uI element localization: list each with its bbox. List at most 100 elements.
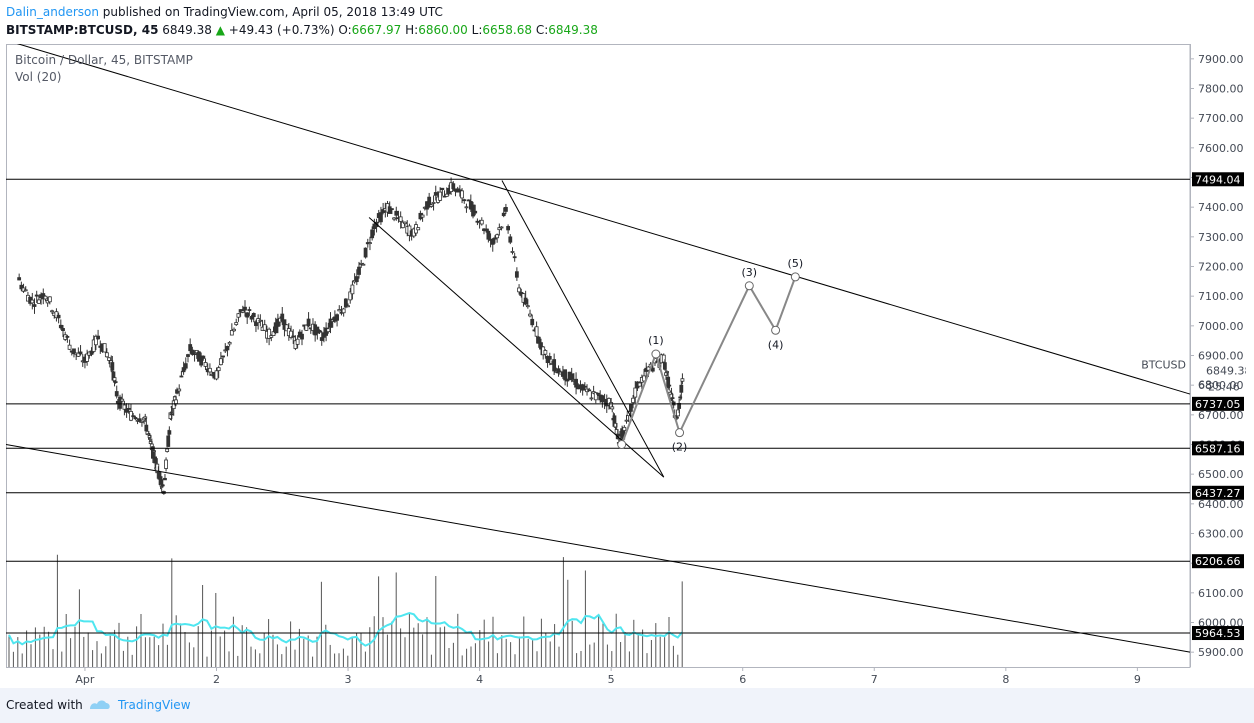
symbol-text: BITSTAMP:BTCUSD, 45: [6, 23, 159, 37]
low-value: 6658.68: [482, 23, 532, 37]
candle-body: [229, 330, 234, 336]
candle-body: [363, 247, 368, 258]
candle-body: [192, 353, 197, 356]
candle-body: [262, 324, 267, 331]
candle-body: [438, 191, 443, 201]
wave-point: [675, 428, 685, 438]
candle-body: [67, 344, 72, 350]
candle-body: [501, 212, 506, 217]
tradingview-logo-icon: [90, 700, 110, 709]
wave-point: [771, 325, 781, 335]
candle-body: [190, 349, 195, 355]
candle-body: [107, 357, 111, 361]
candle-body: [153, 456, 157, 464]
candle-body: [576, 385, 581, 390]
candle-body: [464, 206, 469, 209]
candle-body: [177, 388, 182, 392]
candle-body: [622, 426, 627, 431]
candle-body: [175, 389, 179, 394]
candle-body: [122, 404, 127, 410]
candle-body: [249, 316, 254, 320]
wave-path: [620, 276, 797, 445]
tradingview-link[interactable]: TradingView: [118, 698, 191, 712]
candle-body: [65, 335, 70, 338]
candle-body: [50, 310, 54, 313]
candle-body: [151, 446, 155, 459]
footer-bar: Created with TradingView: [0, 688, 1254, 723]
trendline: [16, 44, 1191, 395]
trendline: [6, 444, 1191, 653]
quote-line: BITSTAMP:BTCUSD, 45 6849.38 ▲ +49.43 (+0…: [6, 21, 1246, 39]
y-tick-label: 6700.00: [1198, 409, 1244, 422]
y-tick-label: 5900.00: [1198, 646, 1244, 659]
candle-body: [140, 420, 144, 423]
author-link[interactable]: Dalin_anderson: [6, 5, 99, 19]
trendline: [368, 217, 665, 478]
close-value: 6849.38: [548, 23, 598, 37]
change-text: +49.43 (+0.73%): [228, 23, 335, 37]
candle-body: [670, 397, 675, 400]
chart-area[interactable]: 5900.006000.006100.006200.006300.006400.…: [6, 44, 1246, 688]
candle-body: [514, 271, 519, 278]
candle-body: [273, 322, 278, 334]
candle-body: [517, 287, 521, 293]
level-tag: [1192, 172, 1244, 187]
candle-body: [528, 313, 532, 317]
candle-body: [89, 350, 94, 355]
candle-body: [243, 306, 247, 311]
x-tick-label: 2: [213, 673, 220, 686]
candle-body: [486, 230, 491, 240]
level-tag-label: 6437.27: [1195, 487, 1241, 500]
last-price: 6849.38: [162, 23, 212, 37]
candle-body: [379, 212, 383, 223]
candle-body: [216, 367, 221, 372]
current-price-label: 6849.38: [1206, 365, 1246, 378]
candle-body: [96, 335, 100, 340]
candle-body: [280, 313, 285, 322]
candle-body: [530, 318, 535, 326]
candle-body: [631, 397, 635, 403]
candle-body: [47, 296, 52, 303]
candle-body: [326, 328, 331, 333]
candle-body: [556, 368, 561, 374]
y-tick-label: 6300.00: [1198, 528, 1244, 541]
candle-body: [19, 284, 24, 290]
y-tick-label: 6800.00: [1198, 379, 1244, 392]
y-tick-label: 7600.00: [1198, 142, 1244, 155]
wave-point: [651, 349, 661, 359]
candle-body: [118, 396, 122, 409]
candle-body: [506, 226, 511, 231]
countdown-label: 25:46: [1208, 381, 1240, 394]
candle-body: [394, 210, 399, 216]
candle-body: [114, 391, 119, 397]
partial-price-label: 68: [1198, 379, 1212, 392]
candle-body: [471, 204, 475, 217]
y-tick-label: 7400.00: [1198, 201, 1244, 214]
candle-body: [343, 298, 348, 308]
candle-body: [593, 392, 598, 401]
candle-body: [440, 187, 445, 191]
wave-label: (4): [768, 338, 784, 351]
candle-body: [32, 304, 37, 307]
price-chart[interactable]: 5900.006000.006100.006200.006300.006400.…: [6, 44, 1246, 688]
candle-body: [602, 398, 607, 403]
candle-body: [240, 310, 245, 313]
open-value: 6667.97: [351, 23, 402, 37]
level-tag: [1192, 626, 1244, 641]
candle-body: [398, 216, 403, 222]
candle-body: [637, 382, 642, 387]
candle-body: [589, 397, 594, 400]
level-tag: [1192, 441, 1244, 456]
candle-body: [510, 251, 515, 253]
candle-body: [679, 384, 684, 393]
candle-body: [85, 353, 90, 362]
candle-body: [76, 352, 81, 357]
candle-body: [319, 337, 324, 341]
publish-line: Dalin_anderson published on TradingView.…: [6, 3, 1246, 21]
candle-body: [493, 237, 497, 240]
candle-body: [661, 354, 666, 363]
candle-body: [234, 322, 239, 326]
candle-body: [484, 228, 489, 232]
candle-body: [433, 192, 438, 196]
level-tag-label: 7494.04: [1195, 173, 1241, 186]
